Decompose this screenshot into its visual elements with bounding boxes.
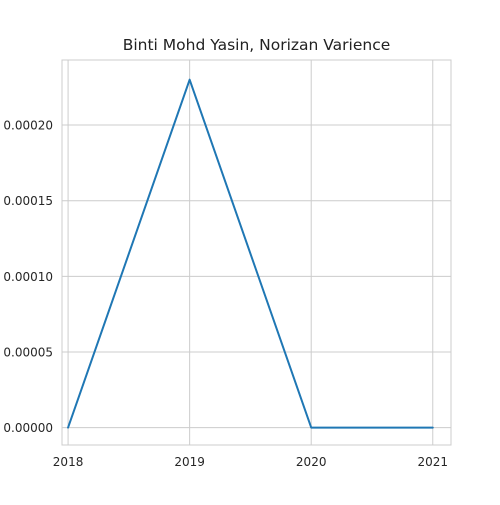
x-tick-label: 2020 [296,455,327,469]
axes-frame [61,59,452,446]
y-tick-label: 0.00010 [3,270,53,284]
y-tick-label: 0.00020 [3,119,53,133]
chart-title: Binti Mohd Yasin, Norizan Varience [122,36,391,54]
series-line [67,78,434,429]
y-tick-label: 0.00005 [3,345,53,359]
y-tick-label: 0.00015 [3,194,53,208]
x-tick-label: 2018 [53,455,84,469]
x-tick-label: 2019 [174,455,205,469]
y-tick-label: 0.00000 [3,421,53,435]
x-tick-label: 2021 [417,455,448,469]
